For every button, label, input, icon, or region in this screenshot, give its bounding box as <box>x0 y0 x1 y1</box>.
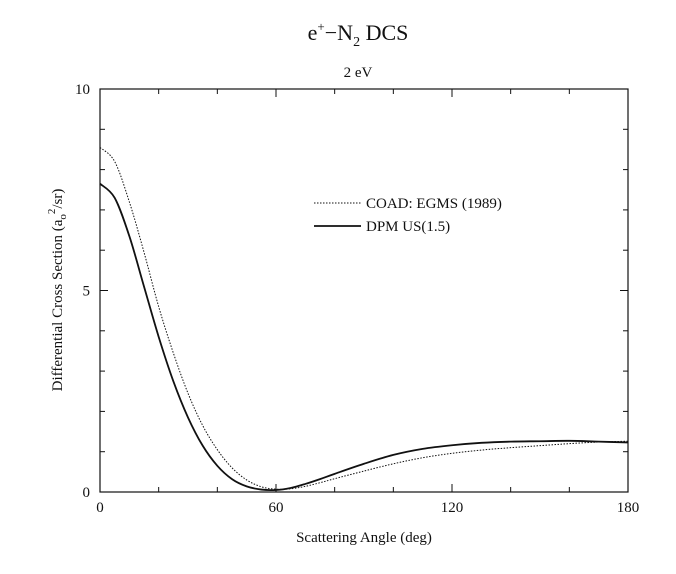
x-tick-label: 0 <box>96 500 104 516</box>
x-tick-label: 180 <box>617 500 640 516</box>
y-tick-label: 5 <box>83 284 91 300</box>
legend-label-coad: COAD: EGMS (1989) <box>366 196 502 212</box>
y-axis-label: Differential Cross Section (ao2/sr) <box>46 189 69 392</box>
series-line-coad <box>99 147 629 490</box>
tick-labels: 0 60 120 180 0 5 10 <box>75 82 639 516</box>
x-tick-label: 60 <box>269 500 284 516</box>
x-tick-label: 120 <box>441 500 464 516</box>
chart-subtitle: 2 eV <box>344 65 373 81</box>
x-axis-label: Scattering Angle (deg) <box>296 530 432 546</box>
legend-label-dpm: DPM US(1.5) <box>366 219 450 235</box>
series-group <box>99 147 629 492</box>
series-line-dpm <box>99 183 629 492</box>
y-tick-label: 10 <box>75 82 90 98</box>
legend: COAD: EGMS (1989) DPM US(1.5) <box>314 196 502 235</box>
chart-title: e+−N2 DCS <box>308 19 409 50</box>
plot-frame <box>99 88 629 493</box>
axis-ticks <box>99 88 629 493</box>
y-tick-label: 0 <box>83 485 91 501</box>
